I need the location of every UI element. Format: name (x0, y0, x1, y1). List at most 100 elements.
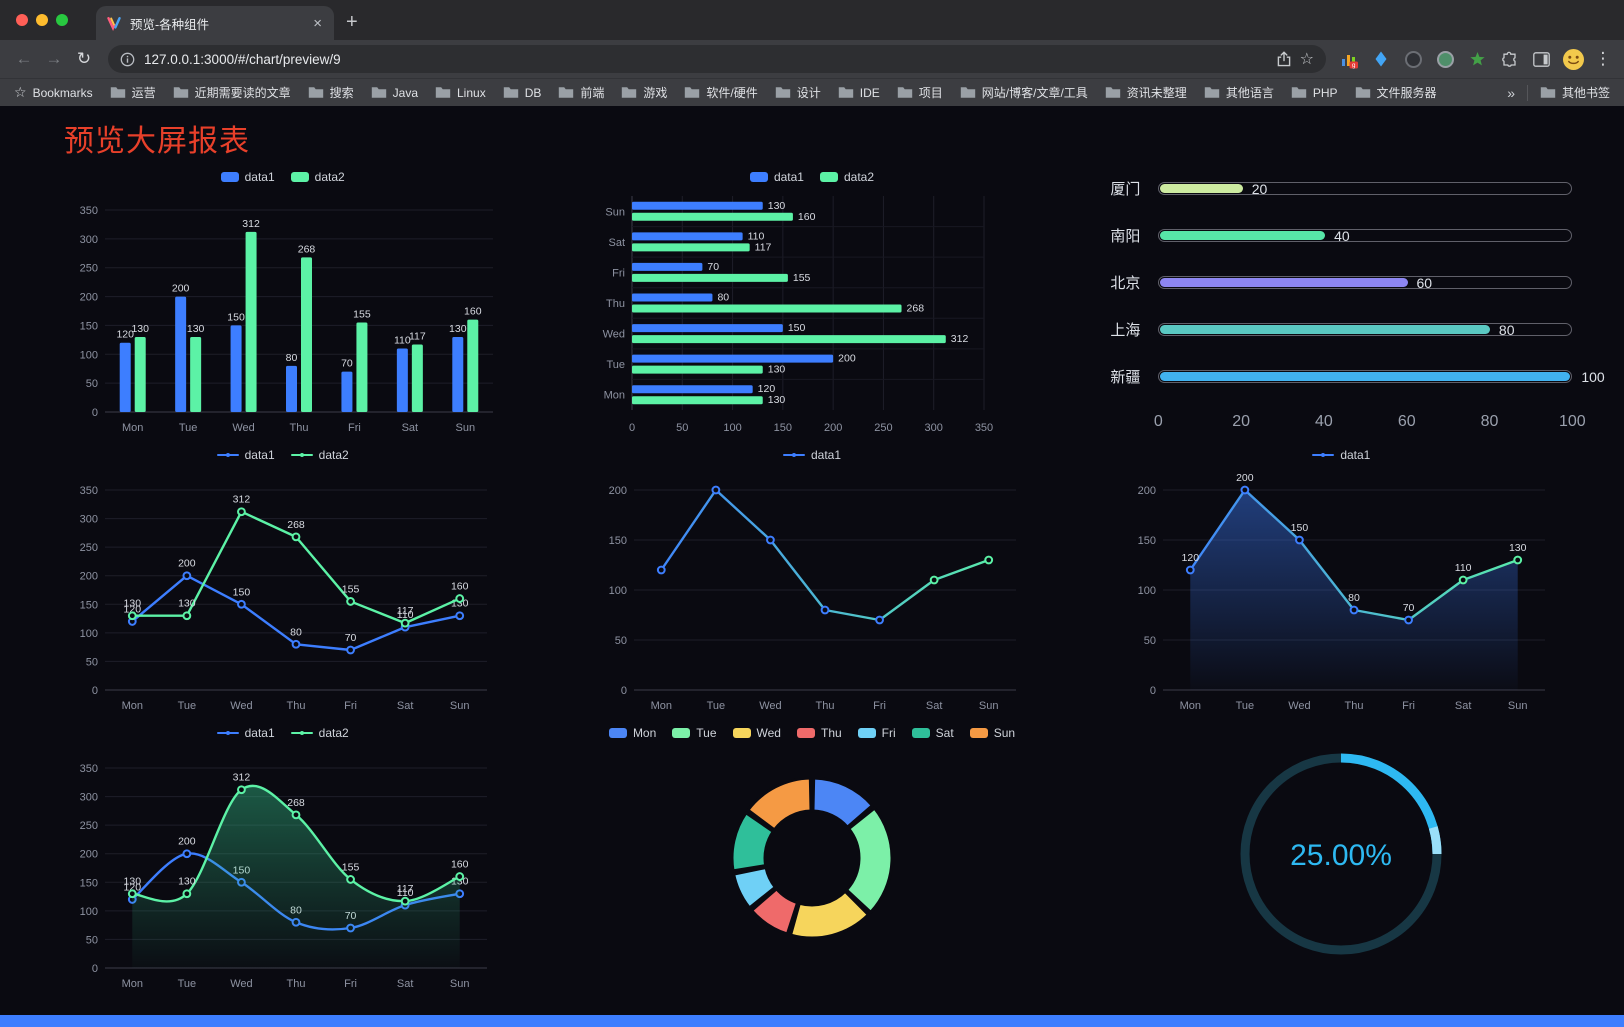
bookmark-label: 网站/博客/文章/工具 (981, 86, 1088, 100)
svg-text:200: 200 (1236, 472, 1254, 484)
site-info-icon[interactable] (120, 52, 135, 67)
bookmark-folder-item[interactable]: 运营 (110, 84, 156, 101)
svg-text:Fri: Fri (344, 978, 357, 990)
other-bookmarks-item[interactable]: 其他书签 (1540, 84, 1610, 101)
legend-item[interactable]: Tue (672, 726, 717, 740)
svg-text:120: 120 (123, 881, 141, 893)
chart-svg-line-single: 0 50 100 150 200 Mon Tue Wed Thu Fri Sat Sun (609, 485, 1016, 712)
reload-button[interactable]: ↻ (76, 49, 92, 68)
extension-stats-icon[interactable]: g (1336, 46, 1362, 72)
bookmark-folder-item[interactable]: 软件/硬件 (684, 84, 758, 101)
svg-text:Mon: Mon (651, 700, 672, 712)
svg-text:155: 155 (793, 272, 811, 284)
legend-item[interactable]: data1 (216, 448, 275, 462)
share-icon[interactable] (1277, 51, 1291, 67)
legend-item[interactable]: data1 (216, 726, 275, 740)
svg-text:200: 200 (172, 283, 190, 295)
legend-item[interactable]: data2 (290, 170, 345, 184)
extension-green-star-icon[interactable] (1464, 46, 1490, 72)
svg-text:110: 110 (396, 609, 413, 621)
folder-icon (1540, 87, 1556, 98)
bookmark-folder-item[interactable]: DB (503, 86, 541, 100)
svg-text:150: 150 (774, 422, 792, 434)
bookmarks-manager-item[interactable]: ☆ Bookmarks (14, 84, 93, 101)
folder-icon (308, 87, 323, 98)
svg-text:Sat: Sat (397, 700, 414, 712)
bookmark-folder-item[interactable]: 资讯未整理 (1105, 84, 1187, 101)
svg-text:312: 312 (951, 333, 969, 345)
folder-icon (173, 87, 188, 98)
legend-item[interactable]: data1 (220, 170, 275, 184)
legend-item[interactable]: Sat (911, 726, 954, 740)
progress-track: 20 (1158, 180, 1573, 197)
browser-tab[interactable]: 预览-各种组件 × (96, 6, 334, 40)
bookmark-folder-item[interactable]: 文件服务器 (1355, 84, 1437, 101)
zoom-window-button[interactable] (56, 14, 68, 26)
bookmark-label: 运营 (131, 86, 156, 100)
legend-item[interactable]: Mon (608, 726, 656, 740)
chart-line-two-series: data1 data2 0 50 100 150 200 250 300 350 Mon Tue Wed… (30, 444, 535, 718)
legend-item[interactable]: data1 (749, 170, 804, 184)
svg-text:150: 150 (788, 322, 806, 334)
svg-text:100: 100 (79, 349, 97, 361)
bookmark-folder-item[interactable]: Java (371, 86, 418, 100)
extension-dark-circle-icon[interactable] (1400, 46, 1426, 72)
bookmark-star-icon[interactable]: ☆ (1299, 51, 1314, 68)
folder-icon (1105, 87, 1120, 98)
bookmarks-overflow-icon[interactable]: » (1507, 84, 1515, 101)
bookmark-folder-item[interactable]: 前端 (558, 84, 604, 101)
bookmark-folder-item[interactable]: IDE (838, 86, 880, 100)
legend-item[interactable]: data2 (290, 448, 349, 462)
svg-text:200: 200 (824, 422, 842, 434)
bookmark-folder-item[interactable]: PHP (1291, 86, 1338, 100)
legend-item[interactable]: data1 (1312, 448, 1370, 462)
svg-text:200: 200 (838, 353, 856, 365)
bookmark-folder-item[interactable]: 游戏 (621, 84, 667, 101)
new-tab-button[interactable]: + (346, 11, 358, 33)
legend-item[interactable]: Thu (796, 726, 842, 740)
address-bar[interactable]: 127.0.0.1:3000/#/chart/preview/9 ☆ (108, 45, 1326, 73)
svg-text:130: 130 (131, 323, 149, 335)
legend-item[interactable]: data2 (819, 170, 874, 184)
progress-label: 北京 (1110, 275, 1141, 292)
extension-drop-icon[interactable] (1368, 46, 1394, 72)
bookmark-folder-item[interactable]: 其他语言 (1204, 84, 1274, 101)
progress-value: 20 (1251, 180, 1268, 197)
browser-menu-icon[interactable]: ⋮ (1594, 49, 1612, 68)
progress-track: 60 (1158, 275, 1573, 291)
bookmark-folder-item[interactable]: 设计 (775, 84, 821, 101)
svg-text:120: 120 (123, 603, 141, 615)
extensions-puzzle-icon[interactable] (1496, 46, 1522, 72)
minimize-window-button[interactable] (36, 14, 48, 26)
bookmark-folder-item[interactable]: 网站/博客/文章/工具 (960, 84, 1088, 101)
bookmark-folder-item[interactable]: 项目 (897, 84, 943, 101)
bookmark-folder-item[interactable]: 近期需要读的文章 (173, 84, 291, 101)
forward-button[interactable]: → (45, 49, 63, 68)
bookmark-label: 其他语言 (1225, 86, 1274, 100)
svg-text:Mon: Mon (604, 390, 625, 402)
legend-item[interactable]: Sun (969, 726, 1015, 740)
svg-text:80: 80 (290, 626, 302, 638)
tab-close-icon[interactable]: × (313, 14, 322, 32)
svg-text:300: 300 (925, 422, 943, 434)
chart-line-area: data1 0 50 100 150 200 Mon Tue Wed Thu Fri Sat Sun 12… (1089, 444, 1594, 718)
url-text[interactable]: 127.0.0.1:3000/#/chart/preview/9 (144, 51, 341, 67)
bookmark-folder-item[interactable]: Linux (435, 86, 486, 100)
profile-avatar[interactable] (1560, 46, 1586, 72)
close-window-button[interactable] (16, 14, 28, 26)
bookmark-folder-item[interactable]: 搜索 (308, 84, 354, 101)
chart-gauge-progress: 25.00% (1089, 722, 1594, 996)
bookmark-folder-list: 运营 近期需要读的文章 搜索 Java Linux DB 前端 游戏 软件/硬件 设计 IDE 项目 网… (110, 84, 1498, 101)
svg-text:160: 160 (451, 581, 469, 593)
legend-item[interactable]: Fri (857, 726, 896, 740)
chart-svg-donut (730, 776, 894, 940)
legend-item[interactable]: data1 (782, 448, 841, 462)
legend-item[interactable]: data2 (290, 726, 349, 740)
legend-item[interactable]: Wed (732, 726, 781, 740)
extension-green-circle-icon[interactable] (1432, 46, 1458, 72)
chart-svg-gauge: 25.00% (1240, 753, 1442, 955)
svg-text:Sat: Sat (397, 978, 414, 990)
back-button[interactable]: ← (15, 49, 33, 68)
side-panel-icon[interactable] (1528, 46, 1554, 72)
